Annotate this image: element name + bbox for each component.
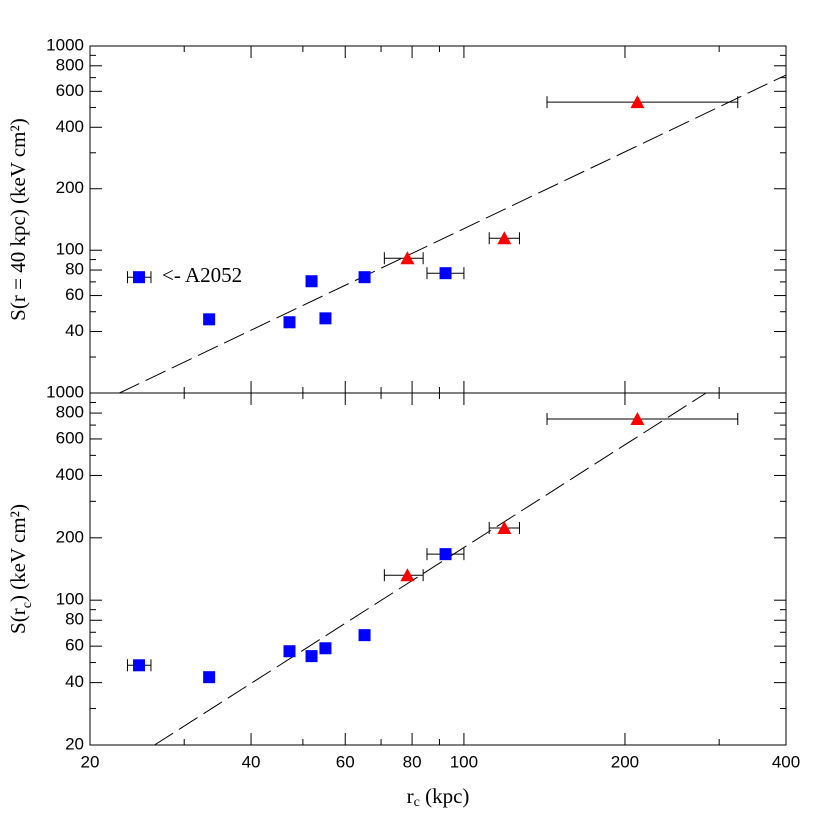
square-marker: [133, 271, 146, 284]
y-tick-label: 1000: [46, 35, 84, 54]
y-tick-label: 800: [56, 55, 84, 74]
label-text: ) (keV cm²): [6, 504, 30, 602]
triangle-marker: [497, 521, 512, 535]
triangle-marker: [630, 95, 645, 109]
square-marker: [439, 267, 452, 280]
square-marker: [358, 629, 371, 642]
square-marker: [283, 316, 296, 329]
label-text: r: [407, 784, 414, 808]
x-tick-label: 400: [772, 752, 800, 771]
fit-line: [154, 392, 707, 746]
y-tick-label: 800: [56, 403, 84, 422]
y-tick-label: 20: [65, 734, 84, 753]
label-subscript: c: [20, 602, 35, 608]
triangle-marker: [400, 568, 415, 582]
y-tick-label: 80: [65, 610, 84, 629]
square-marker: [319, 312, 332, 325]
square-marker: [358, 271, 371, 284]
plot-frame: [89, 392, 787, 746]
x-tick-label: 100: [450, 752, 478, 771]
y-tick-label: 60: [65, 285, 84, 304]
square-marker: [305, 650, 318, 663]
label-text: S(r = 40 kpc) (keV cm²): [6, 118, 30, 321]
y-axis-label: S(r = 40 kpc) (keV cm²): [6, 118, 30, 321]
x-tick-label: 40: [242, 752, 261, 771]
square-marker: [439, 548, 452, 561]
y-tick-label: 40: [65, 672, 84, 691]
x-tick-label: 20: [81, 752, 100, 771]
label-text: (kpc): [420, 784, 470, 808]
x-tick-label: 60: [336, 752, 355, 771]
y-tick-label: 600: [56, 428, 84, 447]
x-axis-label: rc (kpc): [407, 784, 470, 810]
square-marker: [305, 275, 318, 288]
annotation: <- A2052: [162, 263, 242, 287]
x-tick-label: 80: [403, 752, 422, 771]
square-marker: [319, 642, 332, 655]
triangle-marker: [400, 251, 415, 265]
label-text: S(r: [6, 608, 30, 634]
square-marker: [283, 645, 296, 658]
y-tick-label: 1000: [46, 382, 84, 401]
plot-frame: [89, 45, 787, 394]
y-tick-label: 600: [56, 81, 84, 100]
x-tick-label: 200: [611, 752, 639, 771]
fit-line: [119, 74, 787, 394]
y-tick-label: 80: [65, 260, 84, 279]
y-tick-label: 200: [56, 527, 84, 546]
y-tick-label: 200: [56, 178, 84, 197]
triangle-marker: [497, 231, 512, 245]
y-tick-label: 400: [56, 465, 84, 484]
y-tick-label: 400: [56, 117, 84, 136]
square-marker: [133, 659, 146, 672]
y-tick-label: 100: [56, 240, 84, 259]
y-axis-label: S(rc) (keV cm²): [6, 504, 35, 634]
square-marker: [203, 671, 216, 684]
y-tick-label: 100: [56, 590, 84, 609]
y-tick-label: 40: [65, 321, 84, 340]
square-marker: [203, 313, 216, 326]
triangle-marker: [630, 412, 645, 426]
y-tick-label: 60: [65, 636, 84, 655]
label-subscript: c: [414, 795, 420, 810]
